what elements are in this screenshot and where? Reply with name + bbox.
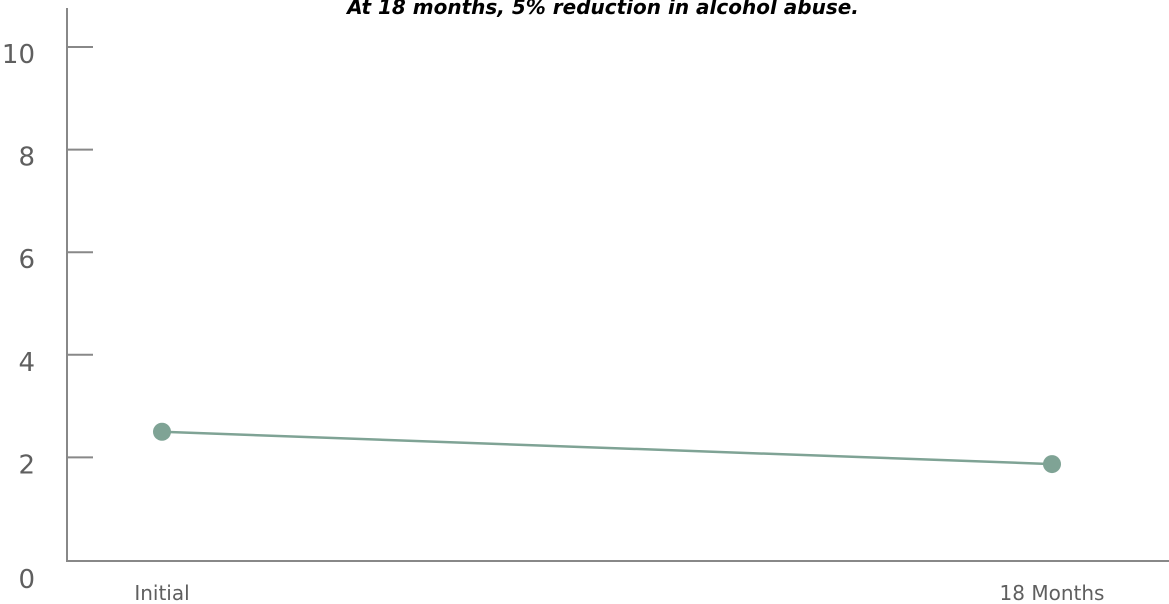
y-tick-label: 8 <box>18 143 35 173</box>
data-point <box>1043 455 1061 474</box>
y-tick-label: 4 <box>18 348 35 378</box>
y-tick-label: 6 <box>18 245 35 275</box>
chart-title: At 18 months, 5% reduction in alcohol ab… <box>345 0 859 19</box>
y-tick-label: 0 <box>18 565 35 595</box>
y-tick-label: 10 <box>2 40 35 70</box>
y-tick-label: 2 <box>18 450 35 480</box>
series-group <box>153 422 1061 474</box>
data-point <box>153 422 171 441</box>
series-line <box>161 430 1053 466</box>
x-category-label: Initial <box>134 581 189 604</box>
x-axis-labels: Initial 18 Months <box>134 581 1104 604</box>
y-axis-ticks: 0 2 4 6 8 10 <box>2 40 93 595</box>
x-category-label: 18 Months <box>1000 581 1105 604</box>
